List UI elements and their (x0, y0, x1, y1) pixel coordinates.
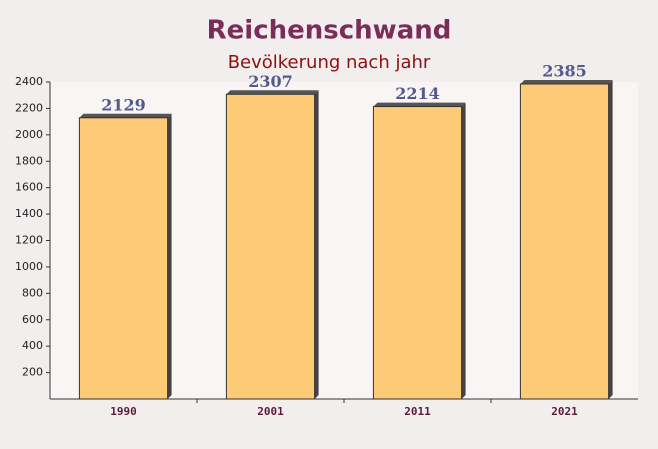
y-tick-label: 1200 (15, 234, 43, 247)
bar-shadow (226, 90, 319, 95)
y-tick-label: 1600 (15, 181, 43, 194)
bar-shadow (167, 113, 172, 399)
y-tick-label: 1800 (15, 154, 43, 167)
bar-shadow (373, 102, 466, 107)
y-tick-label: 800 (22, 286, 43, 299)
value-label: 2307 (248, 72, 293, 91)
bar-shadow (79, 113, 172, 118)
y-tick-label: 1000 (15, 260, 43, 273)
y-tick-label: 2000 (15, 128, 43, 141)
x-tick-label: 1990 (110, 405, 137, 418)
bar (225, 93, 316, 400)
y-tick-label: 2200 (15, 101, 43, 114)
y-tick-label: 1400 (15, 207, 43, 220)
y-tick-label: 2400 (15, 75, 43, 88)
bar-shadow (608, 79, 613, 399)
y-tick-label: 200 (22, 366, 43, 379)
x-tick-label: 2001 (257, 405, 284, 418)
x-tick-label: 2021 (551, 405, 578, 418)
bar-shadow (520, 79, 613, 84)
value-label: 2129 (101, 95, 146, 114)
value-label: 2214 (395, 84, 440, 103)
bar (519, 83, 610, 400)
bar-shadow (461, 102, 466, 399)
x-tick-label: 2011 (404, 405, 431, 418)
chart-subtitle: Bevölkerung nach jahr (228, 52, 431, 73)
value-label: 2385 (542, 61, 587, 80)
y-tick-label: 400 (22, 339, 43, 352)
bar (372, 106, 463, 400)
bar-shadow (314, 90, 319, 399)
y-tick-label: 600 (22, 313, 43, 326)
chart-title: Reichenschwand (207, 16, 452, 46)
bar (78, 117, 169, 400)
